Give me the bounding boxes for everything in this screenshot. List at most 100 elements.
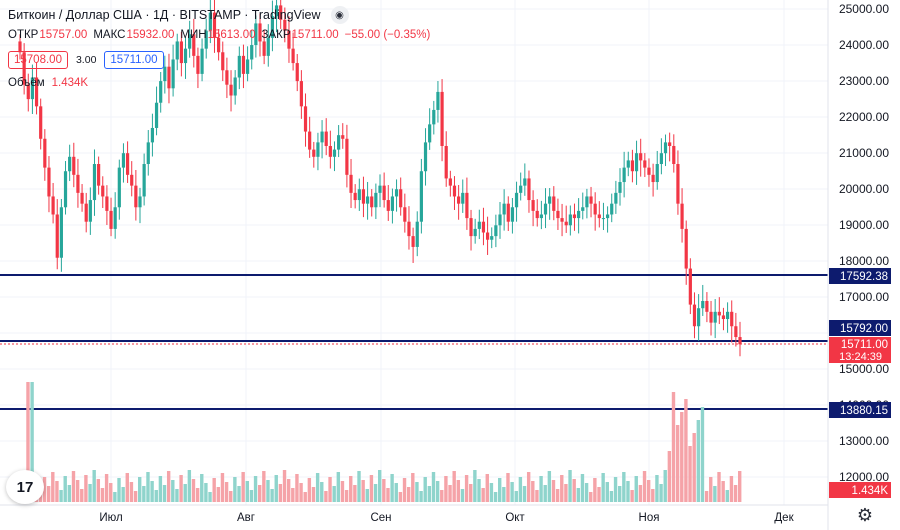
candle-body — [59, 207, 63, 258]
volume-value: 1.434K — [51, 77, 89, 89]
candle-body — [502, 203, 506, 215]
candle-body — [245, 59, 250, 74]
volume-bar — [195, 488, 200, 502]
volume-bar — [332, 486, 336, 502]
volume-bar — [560, 475, 564, 502]
volume-legend[interactable]: Объём 1.434K — [8, 77, 436, 89]
volume-bar — [729, 476, 734, 502]
volume-histogram — [18, 382, 742, 502]
volume-bar — [390, 474, 394, 502]
volume-bar — [597, 487, 601, 502]
volume-bar — [278, 484, 283, 502]
volume-bar — [502, 487, 506, 502]
volume-bar — [187, 470, 192, 502]
month-label: Авг — [237, 512, 255, 524]
volume-bar — [340, 481, 345, 502]
candle-body — [680, 203, 684, 229]
price-tick-label: 17000.00 — [839, 290, 889, 304]
volume-bar — [713, 486, 717, 502]
volume-bar — [121, 487, 125, 502]
candle-body — [258, 23, 262, 42]
volume-bar — [59, 490, 63, 502]
volume-bar — [183, 484, 187, 502]
volume-bar — [402, 478, 407, 502]
candle-body — [498, 214, 502, 226]
volume-bar — [100, 488, 105, 502]
candle-body — [101, 185, 105, 197]
volume-bar — [274, 475, 278, 502]
candle-body — [610, 203, 614, 215]
volume-bar — [506, 473, 510, 502]
candle-body — [692, 304, 697, 327]
volume-bar — [576, 488, 581, 502]
volume-bar — [481, 488, 485, 502]
volume-bar — [431, 472, 436, 502]
candle-body — [519, 185, 523, 193]
candle-body — [337, 135, 341, 150]
candle-body — [188, 34, 192, 49]
candle-body — [399, 189, 403, 208]
candle-body — [39, 106, 43, 139]
volume-bar — [688, 446, 692, 502]
candle-body — [303, 106, 308, 132]
sell-price-button[interactable]: 15708.00 — [8, 51, 68, 69]
price-tick-label: 19000.00 — [839, 218, 889, 232]
candle-body — [308, 131, 312, 150]
candle-body — [411, 236, 415, 247]
volume-bar — [71, 471, 76, 502]
volume-bar — [568, 470, 572, 502]
candle-body — [92, 164, 97, 201]
month-label: Дек — [774, 512, 794, 524]
candle-body — [514, 192, 519, 208]
time-axis: Июл Авг Сен Окт Ноя Дек — [0, 504, 828, 524]
buy-price-button[interactable]: 15711.00 — [104, 51, 164, 69]
volume-bar — [440, 490, 444, 502]
volume-bar — [249, 490, 254, 502]
spread-value: 3.00 — [75, 54, 97, 66]
volume-bar — [646, 480, 651, 502]
candle-body — [721, 315, 726, 320]
candle-body — [254, 23, 258, 46]
bid-ask-row: 15708.00 3.00 15711.00 — [8, 49, 436, 71]
volume-bar — [738, 471, 742, 502]
candle-body — [560, 218, 564, 222]
volume-bar — [245, 481, 249, 502]
volume-bar — [80, 489, 84, 502]
volume-bar — [411, 473, 415, 502]
volume-bar — [253, 476, 258, 502]
tradingview-logo-icon[interactable]: 17 — [6, 470, 44, 504]
volume-bar — [282, 470, 287, 502]
volume-bar — [286, 479, 291, 502]
volume-bar — [320, 482, 324, 502]
price-tick-label: 21000.00 — [839, 146, 889, 160]
volume-bar — [382, 479, 386, 502]
symbol-title[interactable]: Биткоин / Доллар США · 1Д · BITSTAMP · T… — [8, 8, 321, 22]
volume-bar — [357, 471, 361, 502]
volume-bar — [88, 484, 92, 502]
candle-body — [618, 182, 622, 193]
gear-icon[interactable]: ⚙ — [856, 505, 874, 525]
label-volume-bg — [829, 482, 891, 498]
eye-icon[interactable]: ◉ — [330, 6, 349, 24]
candle-body — [663, 142, 668, 154]
candle-body — [283, 19, 287, 31]
volume-bar — [663, 470, 667, 502]
price-tick-label: 23000.00 — [839, 74, 889, 88]
candle-body — [415, 221, 419, 247]
volume-bar — [618, 486, 622, 502]
volume-bar — [353, 485, 357, 502]
candle-body — [266, 37, 270, 56]
open-value: 15757.00 — [39, 29, 88, 41]
candle-body — [291, 48, 295, 64]
volume-bar — [295, 474, 299, 502]
volume-bar — [564, 484, 568, 502]
candle-body — [134, 185, 138, 208]
volume-bar — [671, 392, 676, 502]
volume-bar — [220, 473, 225, 502]
candle-body — [51, 196, 55, 215]
volume-bar — [460, 489, 465, 502]
change-value: −55.00 (−0.35%) — [344, 29, 431, 41]
volume-bar — [584, 483, 589, 502]
volume-bar — [406, 487, 411, 502]
